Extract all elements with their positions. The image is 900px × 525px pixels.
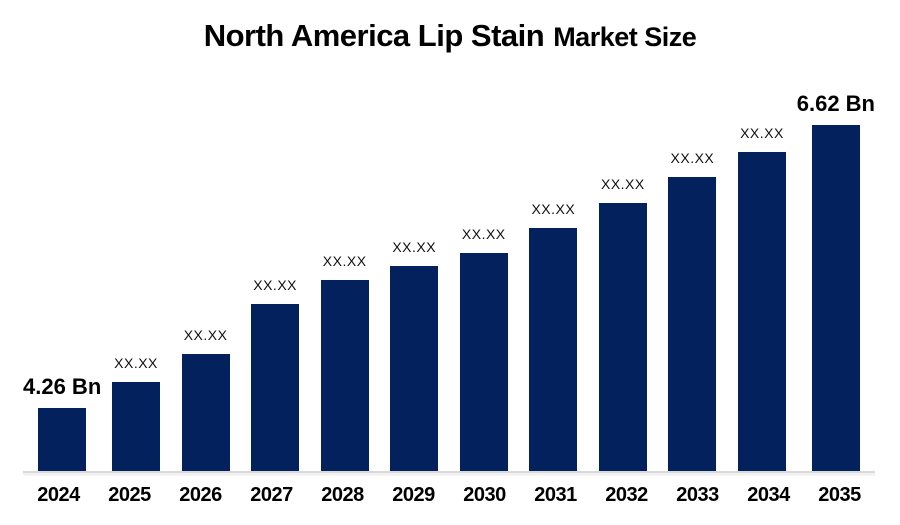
bar-value-label-masked-2025: XX.XX [114,355,158,371]
bar-2025 [112,382,161,471]
bar-2033 [668,177,717,471]
bar-column-2035: 6.62 Bn [797,90,875,471]
chart-title: North America Lip Stain Market Size [0,18,900,54]
x-axis-label-2029: 2029 [392,484,435,506]
bar-value-label-masked-2028: XX.XX [322,253,367,269]
bar-column-2030: XX.XX [449,90,519,471]
bar-2024 [38,408,87,471]
bar-column-2032: XX.XX [588,90,658,471]
bar-column-2024: 4.26 Bn [23,90,101,471]
x-axis-label-2028: 2028 [321,484,364,506]
bar-2026 [181,354,230,471]
bar-value-label-masked-2026: XX.XX [183,327,228,343]
x-axis-label-2035: 2035 [818,484,861,506]
x-axis-label-2026: 2026 [179,484,222,506]
bars-container: 4.26 Bn XX.XX XX.XX XX.XX XX.XX XX.XX XX.XX XX.… [23,90,875,471]
x-axis-label-2032: 2032 [605,484,648,506]
x-axis-label-2031: 2031 [534,484,577,506]
plot-area: 4.26 Bn XX.XX XX.XX XX.XX XX.XX XX.XX XX.XX XX.… [23,90,875,525]
bar-value-label-masked-2034: XX.XX [740,125,784,141]
bar-2035 [811,125,860,471]
bar-column-2031: XX.XX [519,90,589,471]
x-axis-label-2025: 2025 [108,484,151,506]
bar-value-label-masked-2033: XX.XX [670,150,715,166]
bar-column-2033: XX.XX [658,90,728,471]
bar-2028 [320,280,369,471]
bar-value-label-2035: 6.62 Bn [796,91,875,116]
bar-value-label-masked-2031: XX.XX [531,201,576,217]
x-axis-label-2030: 2030 [463,484,506,506]
x-axis-line [23,471,875,473]
bar-2029 [390,266,439,471]
chart-title-secondary: Market Size [553,22,697,52]
bar-2032 [598,203,647,471]
bar-value-label-masked-2029: XX.XX [392,239,437,255]
bar-value-label-masked-2030: XX.XX [461,226,506,242]
bar-2027 [251,304,300,471]
bar-column-2025: XX.XX [101,90,171,471]
bar-value-label-masked-2027: XX.XX [253,277,297,293]
bar-value-label-masked-2032: XX.XX [600,176,645,192]
chart-title-primary: North America Lip Stain [203,18,545,53]
bar-2031 [529,228,578,471]
x-axis-label-2033: 2033 [676,484,719,506]
x-axis-label-2027: 2027 [250,484,293,506]
bar-column-2034: XX.XX [727,90,797,471]
bar-column-2027: XX.XX [240,90,310,471]
x-axis-label-2034: 2034 [747,484,790,506]
bar-column-2028: XX.XX [310,90,380,471]
bar-value-label-2024: 4.26 Bn [23,374,102,399]
bar-column-2029: XX.XX [379,90,449,471]
x-axis-labels: 2024 2025 2026 2027 2028 2029 2030 2031 2032 2033… [23,484,875,507]
x-axis-label-2024: 2024 [37,484,80,506]
bar-column-2026: XX.XX [171,90,241,471]
bar-2030 [459,253,508,471]
bar-2034 [737,152,786,471]
